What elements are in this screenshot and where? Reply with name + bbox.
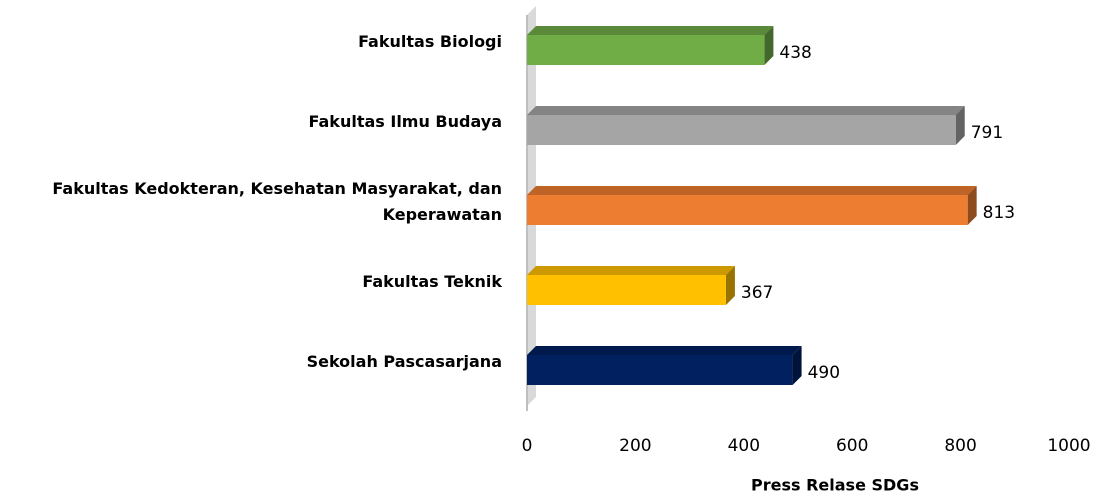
x-tick-label: 0 — [522, 436, 533, 456]
x-tick-label: 800 — [944, 436, 976, 456]
value-label: 438 — [779, 43, 811, 63]
x-tick-label: 1000 — [1047, 436, 1090, 456]
bar-top — [527, 186, 977, 195]
bar-side — [725, 266, 735, 305]
bar-top — [527, 266, 735, 275]
value-label: 490 — [808, 363, 840, 383]
value-label: 367 — [741, 283, 773, 303]
bar-top — [527, 346, 802, 355]
y-tick-label: Fakultas Kedokteran, Kesehatan Masyaraka… — [52, 179, 502, 224]
bar-side — [792, 346, 802, 385]
bar — [527, 195, 968, 225]
bar-top — [527, 26, 774, 35]
y-tick-label: Fakultas Biologi — [358, 32, 502, 51]
y-tick-label: Fakultas Ilmu Budaya — [308, 112, 502, 131]
bar — [527, 115, 956, 145]
x-tick-label: 400 — [728, 436, 760, 456]
x-tick-label: 600 — [836, 436, 868, 456]
bar-side — [764, 26, 774, 65]
bar-top — [527, 106, 965, 115]
y-tick-label: Sekolah Pascasarjana — [306, 352, 502, 371]
x-tick-label: 200 — [619, 436, 651, 456]
value-label: 813 — [983, 203, 1015, 223]
bar-side — [967, 186, 977, 225]
y-tick-label: Fakultas Teknik — [362, 272, 502, 291]
bar — [527, 275, 726, 305]
x-axis-title: Press Relase SDGs — [751, 476, 919, 495]
value-label: 791 — [971, 123, 1003, 143]
bar — [527, 355, 793, 385]
bar-side — [955, 106, 965, 145]
bar — [527, 35, 765, 65]
